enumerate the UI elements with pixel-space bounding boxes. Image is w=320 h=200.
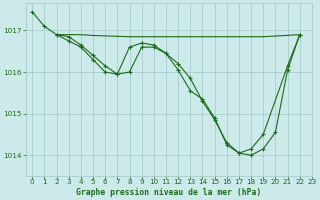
X-axis label: Graphe pression niveau de la mer (hPa): Graphe pression niveau de la mer (hPa) bbox=[76, 188, 262, 197]
